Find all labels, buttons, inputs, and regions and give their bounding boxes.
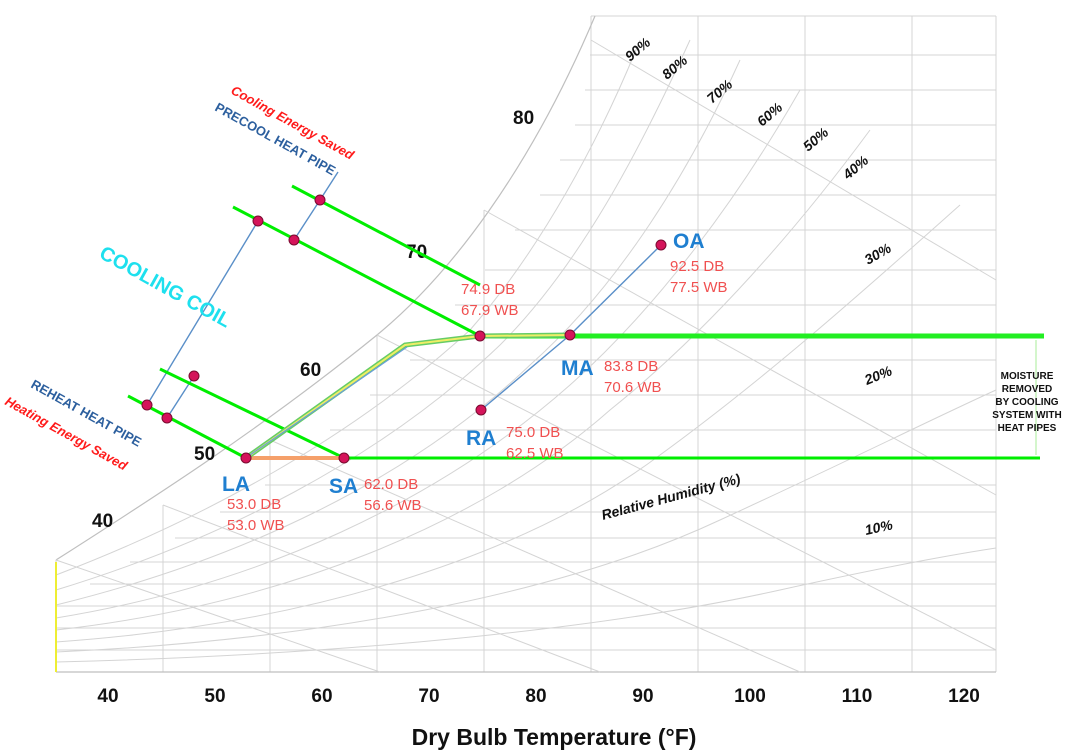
- x-tick-70: 70: [418, 686, 439, 707]
- moisture-line-2: REMOVED: [1002, 384, 1053, 395]
- coil-marker-top: [252, 215, 264, 227]
- point-la-wb: 53.0 WB: [227, 517, 285, 534]
- point-oa-name: OA: [673, 230, 705, 253]
- rh-axis-label: Relative Humidity (%): [600, 470, 743, 523]
- state-points: [141, 194, 667, 464]
- reheat-marker-1: [188, 370, 200, 382]
- cooling-coil-label: COOLING COIL: [96, 242, 235, 332]
- moisture-removed-note: MOISTURE REMOVED BY COOLING SYSTEM WITH …: [992, 371, 1061, 434]
- point-ma-db: 83.8 DB: [604, 358, 658, 375]
- point-oa-wb: 77.5 WB: [670, 279, 728, 296]
- point-sa-marker: [338, 452, 350, 464]
- point-ma-name: MA: [561, 357, 594, 380]
- moisture-line-5: HEAT PIPES: [998, 423, 1057, 434]
- point-ra-db: 75.0 DB: [506, 424, 560, 441]
- point-sa-db: 62.0 DB: [364, 476, 418, 493]
- x-tick-40: 40: [97, 686, 118, 707]
- x-axis-title: Dry Bulb Temperature (°F): [412, 724, 697, 750]
- x-axis: 40 50 60 70 80 90 100 110 120 Dry Bulb T…: [97, 686, 979, 750]
- reheat-marker-2: [161, 412, 173, 424]
- point-sa-name: SA: [329, 475, 358, 498]
- point-la-db: 53.0 DB: [227, 496, 281, 513]
- point-ra-name: RA: [466, 427, 496, 450]
- rh-label-20: 20%: [861, 362, 894, 388]
- point-la-marker: [240, 452, 252, 464]
- point-sa-wb: 56.6 WB: [364, 497, 422, 514]
- point-la-name: LA: [222, 473, 250, 496]
- rh-label-10: 10%: [863, 516, 894, 538]
- point-ma-wb: 70.6 WB: [604, 379, 662, 396]
- point-coil-db: 74.9 DB: [461, 281, 515, 298]
- moisture-line-4: SYSTEM WITH: [992, 410, 1061, 421]
- rh-label-90: 90%: [622, 34, 654, 65]
- point-labels: OA 92.5 DB 77.5 WB 74.9 DB 67.9 WB MA 83…: [222, 230, 728, 534]
- rh-label-50: 50%: [800, 124, 832, 155]
- moisture-line-3: BY COOLING: [995, 397, 1058, 408]
- x-tick-110: 110: [842, 686, 873, 707]
- x-tick-80: 80: [525, 686, 546, 707]
- leader-lines: [146, 171, 339, 419]
- wb-label-40: 40: [92, 511, 113, 532]
- x-tick-50: 50: [204, 686, 225, 707]
- x-tick-60: 60: [311, 686, 332, 707]
- process-lines: [127, 184, 1044, 461]
- point-oa-db: 92.5 DB: [670, 258, 724, 275]
- rh-labels: 90% 80% 70% 60% 50% 40% 30% 20% 10% Rela…: [600, 34, 895, 538]
- wb-label-80: 80: [513, 108, 534, 129]
- wb-label-60: 60: [300, 360, 321, 381]
- chart-grid: [55, 15, 997, 673]
- point-coil-marker: [474, 330, 486, 342]
- rh-label-30: 30%: [862, 239, 895, 267]
- x-tick-120: 120: [948, 686, 980, 707]
- point-coil-wb: 67.9 WB: [461, 302, 519, 319]
- wet-bulb-labels: 40 50 60 70 80: [92, 108, 534, 532]
- point-ra-wb: 62.5 WB: [506, 445, 564, 462]
- point-oa-marker: [655, 239, 667, 251]
- precool-marker-1: [314, 194, 326, 206]
- rh-label-40: 40%: [839, 152, 872, 183]
- x-tick-90: 90: [632, 686, 653, 707]
- point-ra-marker: [475, 404, 487, 416]
- moisture-line-1: MOISTURE: [1001, 371, 1054, 382]
- wb-label-50: 50: [194, 444, 215, 465]
- x-tick-100: 100: [734, 686, 766, 707]
- precool-marker-2: [288, 234, 300, 246]
- coil-marker-bottom: [141, 399, 153, 411]
- point-ma-marker: [564, 329, 576, 341]
- rh-label-80: 80%: [659, 52, 691, 83]
